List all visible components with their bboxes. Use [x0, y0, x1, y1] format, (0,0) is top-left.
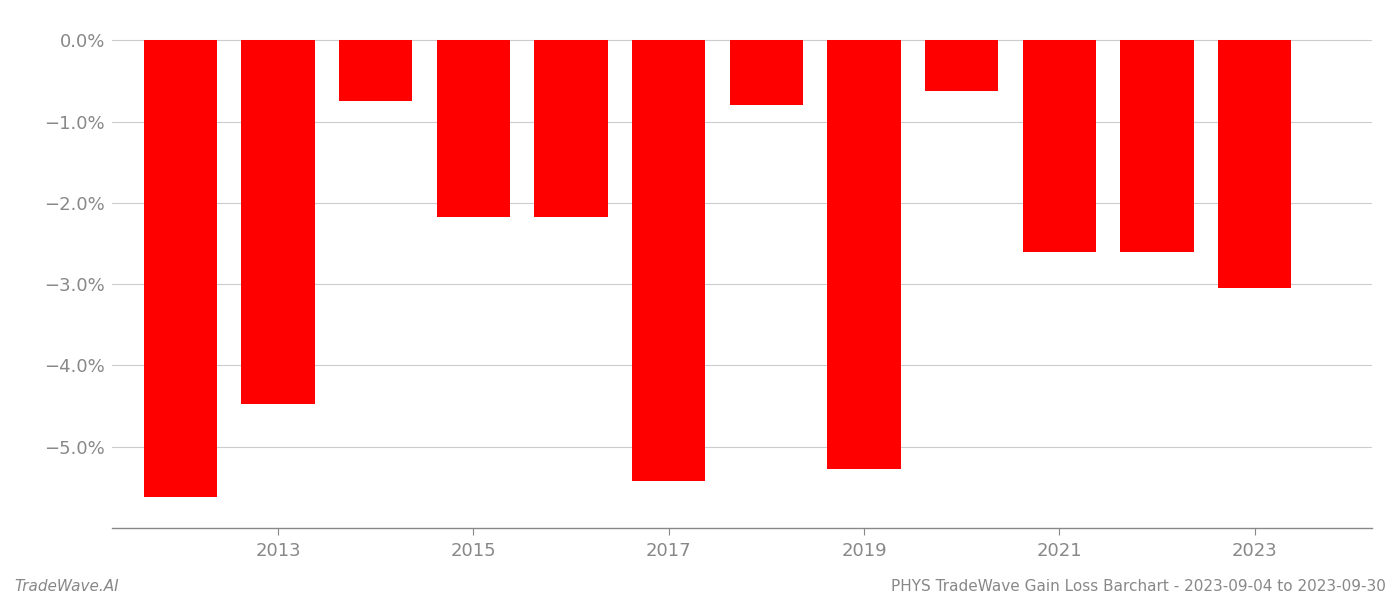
Bar — [729, 40, 804, 105]
Bar — [535, 40, 608, 217]
Bar — [633, 40, 706, 481]
Bar — [437, 40, 510, 217]
Bar — [144, 40, 217, 497]
Bar — [1218, 40, 1291, 288]
Bar — [925, 40, 998, 91]
Bar — [1023, 40, 1096, 251]
Bar — [241, 40, 315, 404]
Text: TradeWave.AI: TradeWave.AI — [14, 579, 119, 594]
Text: PHYS TradeWave Gain Loss Barchart - 2023-09-04 to 2023-09-30: PHYS TradeWave Gain Loss Barchart - 2023… — [892, 579, 1386, 594]
Bar — [339, 40, 413, 101]
Bar — [827, 40, 900, 469]
Bar — [1120, 40, 1194, 251]
